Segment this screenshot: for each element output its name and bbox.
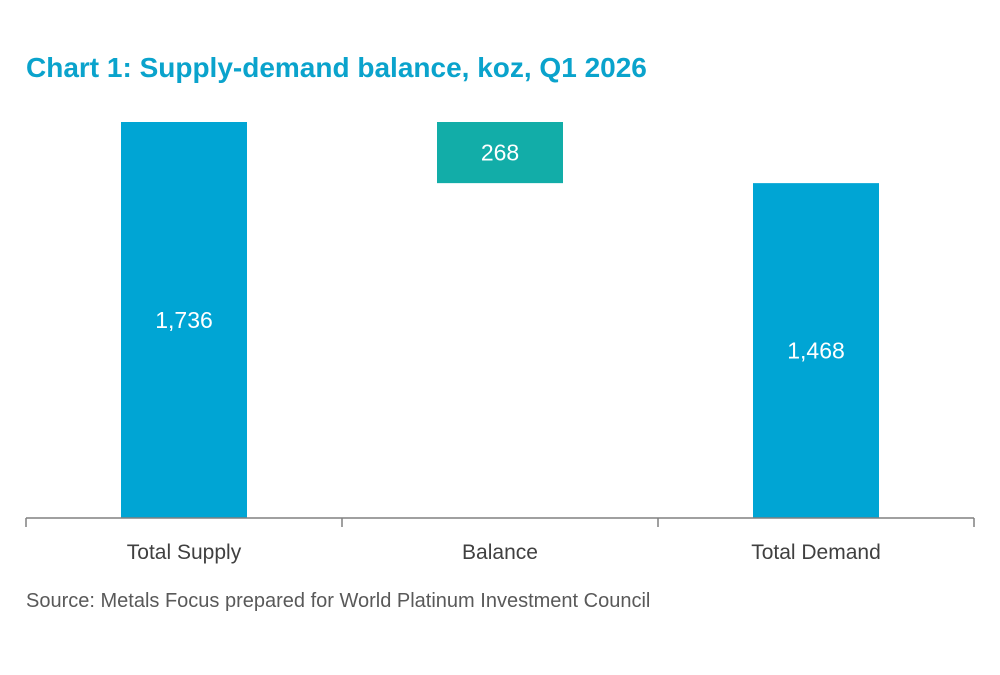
chart-title: Chart 1: Supply-demand balance, koz, Q1 …: [26, 52, 647, 83]
bar-balance: [437, 122, 563, 184]
x-tick-label-total-demand: Total Demand: [751, 541, 881, 564]
bar-total-demand: [753, 183, 879, 518]
x-axis: Total Supply Balance Total Demand: [25, 517, 975, 564]
data-label-balance: 268: [481, 140, 519, 166]
data-labels-layer: 1,736 268 1,468: [155, 140, 845, 364]
source-note: Source: Metals Focus prepared for World …: [26, 590, 651, 612]
bar-total-supply: [121, 122, 247, 518]
data-label-total-supply: 1,736: [155, 307, 213, 333]
x-tick-label-balance: Balance: [462, 541, 538, 564]
data-label-total-demand: 1,468: [787, 338, 845, 364]
x-tick-label-total-supply: Total Supply: [127, 541, 242, 564]
bars-layer: [121, 122, 879, 518]
